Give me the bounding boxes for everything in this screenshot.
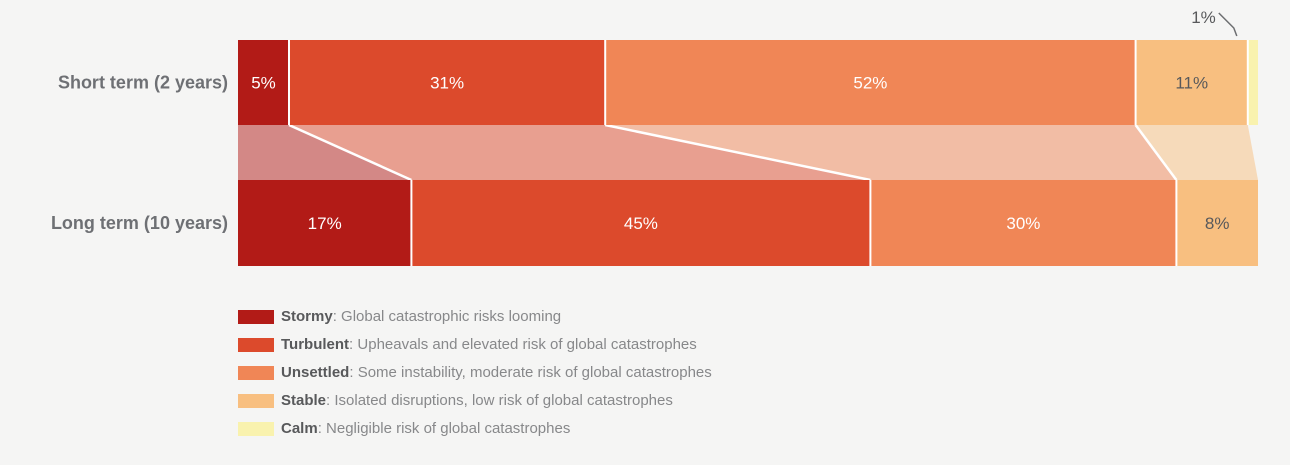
segment-value-label: 5%	[251, 74, 276, 93]
legend-item-stable: StableIsolated disruptions, low risk of …	[238, 392, 712, 409]
legend-description-stormy: Global catastrophic risks looming	[341, 308, 562, 325]
flow-separator	[604, 123, 871, 182]
legend-item-stormy: StormyGlobal catastrophic risks looming	[238, 308, 712, 325]
bar-segment-short-unsettled	[605, 40, 1136, 125]
segment-value-label: 11%	[1175, 74, 1208, 93]
segment-value-label: 31%	[430, 74, 464, 93]
annotation-label: 1%	[1191, 8, 1216, 27]
legend-term-calm: Calm	[281, 420, 326, 437]
flow-separator	[288, 123, 412, 182]
segment-value-label: 17%	[308, 214, 342, 233]
bar-segment-short-turbulent	[289, 40, 606, 125]
legend-term-turbulent: Turbulent	[281, 336, 357, 353]
legend-description-calm: Negligible risk of global catastrophes	[326, 420, 571, 437]
flow-turbulent	[289, 125, 871, 180]
legend-swatch-stormy	[238, 309, 274, 324]
annotation-leader-line	[1218, 12, 1238, 37]
segment-value-label: 45%	[624, 214, 658, 233]
bar-segment-short-stable	[1135, 40, 1248, 125]
legend-term-stormy: Stormy	[281, 308, 341, 325]
legend-item-turbulent: TurbulentUpheavals and elevated risk of …	[238, 336, 712, 353]
row-label-short-term: Short term (2 years)	[58, 73, 228, 93]
bar-segment-short-stormy	[238, 40, 289, 125]
row-label-long-term: Long term (10 years)	[51, 213, 228, 233]
bar-segment-long-stormy	[238, 180, 412, 266]
legend-item-unsettled: UnsettledSome instability, moderate risk…	[238, 364, 712, 381]
flow-stormy	[238, 125, 412, 180]
flow-stable	[1135, 125, 1258, 180]
segment-value-label: 8%	[1205, 214, 1230, 233]
legend-item-calm: CalmNegligible risk of global catastroph…	[238, 420, 712, 437]
legend-description-turbulent: Upheavals and elevated risk of global ca…	[357, 336, 697, 353]
segment-value-label: 30%	[1006, 214, 1040, 233]
flow-unsettled	[605, 125, 1177, 180]
legend-term-unsettled: Unsettled	[281, 364, 358, 381]
legend-swatch-unsettled	[238, 365, 274, 380]
legend-swatch-stable	[238, 393, 274, 408]
legend: StormyGlobal catastrophic risks looming …	[238, 308, 712, 449]
legend-term-stable: Stable	[281, 392, 334, 409]
segment-value-label: 52%	[853, 74, 887, 93]
bar-segment-short-calm	[1247, 40, 1258, 125]
bar-segment-long-stable	[1176, 180, 1258, 266]
legend-swatch-turbulent	[238, 337, 274, 352]
bar-segment-long-unsettled	[870, 180, 1177, 266]
legend-description-unsettled: Some instability, moderate risk of globa…	[357, 364, 712, 381]
bar-segment-long-turbulent	[411, 180, 871, 266]
legend-swatch-calm	[238, 421, 274, 436]
legend-description-stable: Isolated disruptions, low risk of global…	[334, 392, 673, 409]
flow-separator	[1134, 124, 1178, 181]
